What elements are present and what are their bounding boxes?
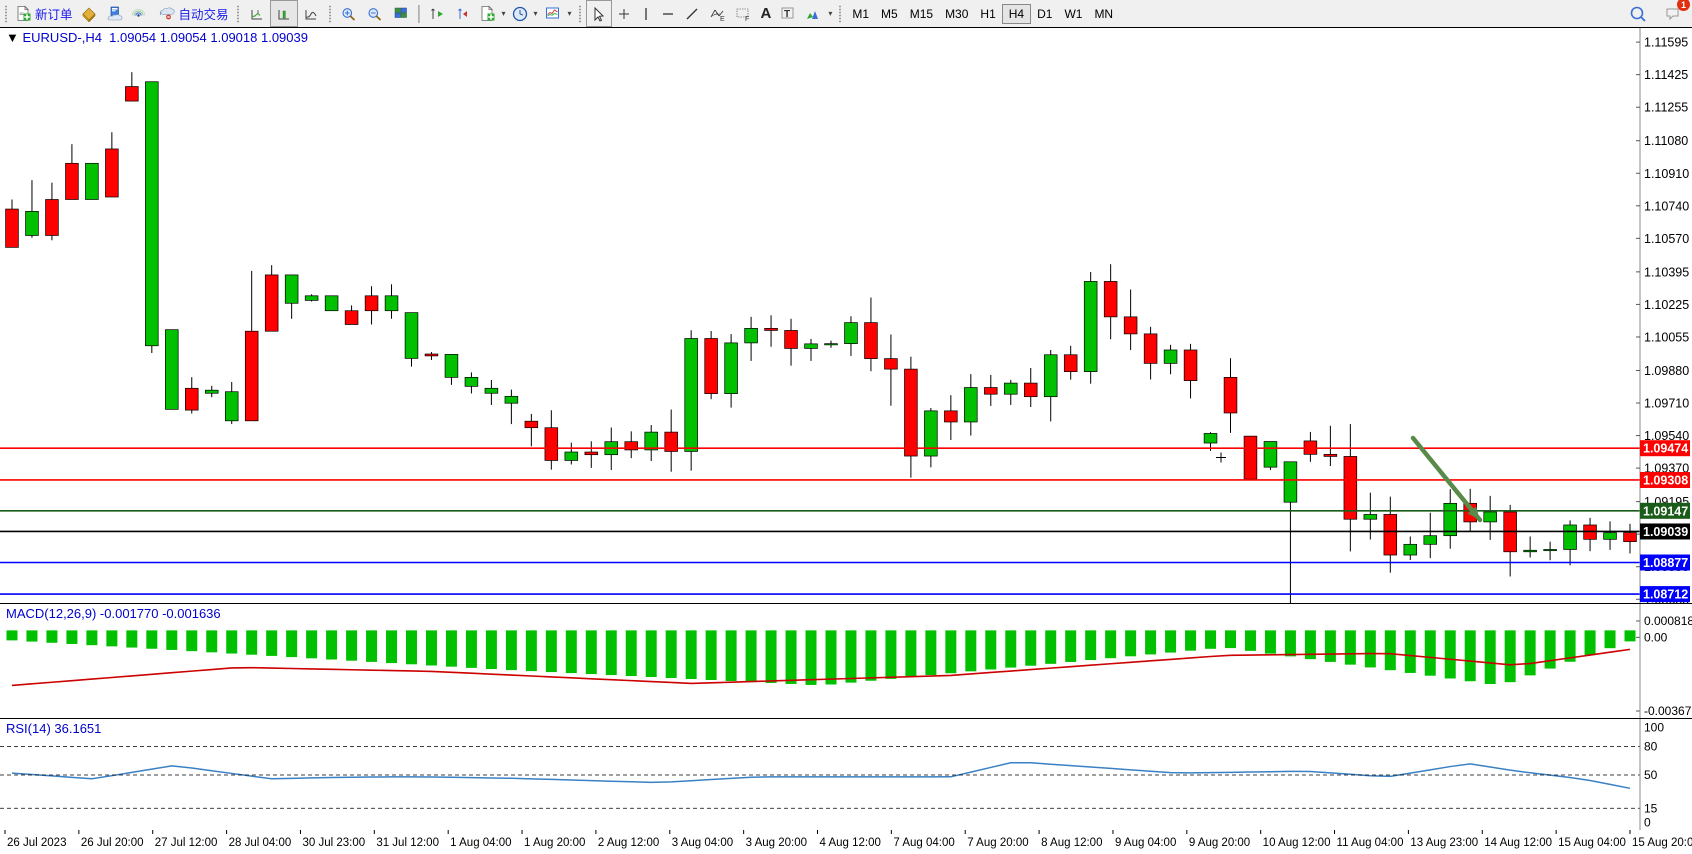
svg-text:-0.003677: -0.003677 xyxy=(1644,704,1692,718)
svg-text:0: 0 xyxy=(1644,816,1651,830)
svg-text:1.09039: 1.09039 xyxy=(1643,525,1688,539)
svg-text:1.10740: 1.10740 xyxy=(1644,199,1689,213)
svg-text:1.08877: 1.08877 xyxy=(1643,556,1688,570)
svg-text:1 Aug 04:00: 1 Aug 04:00 xyxy=(450,837,511,849)
svg-text:15 Aug 04:00: 15 Aug 04:00 xyxy=(1558,837,1626,849)
svg-text:10 Aug 12:00: 10 Aug 12:00 xyxy=(1263,837,1331,849)
svg-text:F: F xyxy=(745,16,749,23)
svg-text:1.09147: 1.09147 xyxy=(1643,504,1688,518)
svg-text:1 Aug 20:00: 1 Aug 20:00 xyxy=(524,837,585,849)
svg-text:80: 80 xyxy=(1644,740,1658,754)
svg-text:1.10395: 1.10395 xyxy=(1644,265,1689,279)
svg-text:26 Jul 2023: 26 Jul 2023 xyxy=(7,837,66,849)
svg-text:1.10055: 1.10055 xyxy=(1644,330,1689,344)
svg-text:1.10910: 1.10910 xyxy=(1644,167,1689,181)
svg-text:4 Aug 12:00: 4 Aug 12:00 xyxy=(820,837,881,849)
svg-text:8 Aug 12:00: 8 Aug 12:00 xyxy=(1041,837,1102,849)
svg-text:2 Aug 12:00: 2 Aug 12:00 xyxy=(598,837,659,849)
svg-text:T: T xyxy=(784,9,790,20)
svg-text:27 Jul 12:00: 27 Jul 12:00 xyxy=(155,837,218,849)
svg-text:15: 15 xyxy=(1644,801,1658,815)
svg-text:13 Aug 23:00: 13 Aug 23:00 xyxy=(1410,837,1478,849)
svg-text:26 Jul 20:00: 26 Jul 20:00 xyxy=(81,837,144,849)
svg-text:7 Aug 04:00: 7 Aug 04:00 xyxy=(893,837,954,849)
svg-text:1.11595: 1.11595 xyxy=(1644,36,1688,50)
svg-text:15 Aug 20:00: 15 Aug 20:00 xyxy=(1632,837,1692,849)
svg-text:0.00: 0.00 xyxy=(1644,630,1668,644)
svg-text:1.11425: 1.11425 xyxy=(1644,68,1688,82)
svg-text:1.09308: 1.09308 xyxy=(1643,473,1688,487)
svg-text:3 Aug 20:00: 3 Aug 20:00 xyxy=(746,837,807,849)
svg-text:1.10225: 1.10225 xyxy=(1644,298,1689,312)
svg-text:1.11255: 1.11255 xyxy=(1644,101,1688,115)
svg-text:0.000818: 0.000818 xyxy=(1644,614,1692,628)
svg-text:9 Aug 04:00: 9 Aug 04:00 xyxy=(1115,837,1176,849)
svg-text:1.08712: 1.08712 xyxy=(1643,588,1688,602)
svg-text:31 Jul 12:00: 31 Jul 12:00 xyxy=(376,837,439,849)
svg-text:11 Aug 04:00: 11 Aug 04:00 xyxy=(1337,837,1404,849)
svg-text:1.11080: 1.11080 xyxy=(1644,134,1688,148)
svg-text:50: 50 xyxy=(1644,768,1658,782)
svg-text:9 Aug 20:00: 9 Aug 20:00 xyxy=(1189,837,1250,849)
svg-text:3 Aug 04:00: 3 Aug 04:00 xyxy=(672,837,733,849)
svg-text:28 Jul 04:00: 28 Jul 04:00 xyxy=(229,837,292,849)
svg-text:E: E xyxy=(720,16,725,23)
svg-text:1.10570: 1.10570 xyxy=(1644,232,1689,246)
svg-text:1.09474: 1.09474 xyxy=(1643,442,1688,456)
svg-text:1.09710: 1.09710 xyxy=(1644,397,1689,411)
svg-text:1.09880: 1.09880 xyxy=(1644,364,1689,378)
svg-text:7 Aug 20:00: 7 Aug 20:00 xyxy=(967,837,1028,849)
svg-text:14 Aug 12:00: 14 Aug 12:00 xyxy=(1484,837,1552,849)
svg-text:100: 100 xyxy=(1644,721,1664,735)
svg-text:30 Jul 23:00: 30 Jul 23:00 xyxy=(302,837,365,849)
